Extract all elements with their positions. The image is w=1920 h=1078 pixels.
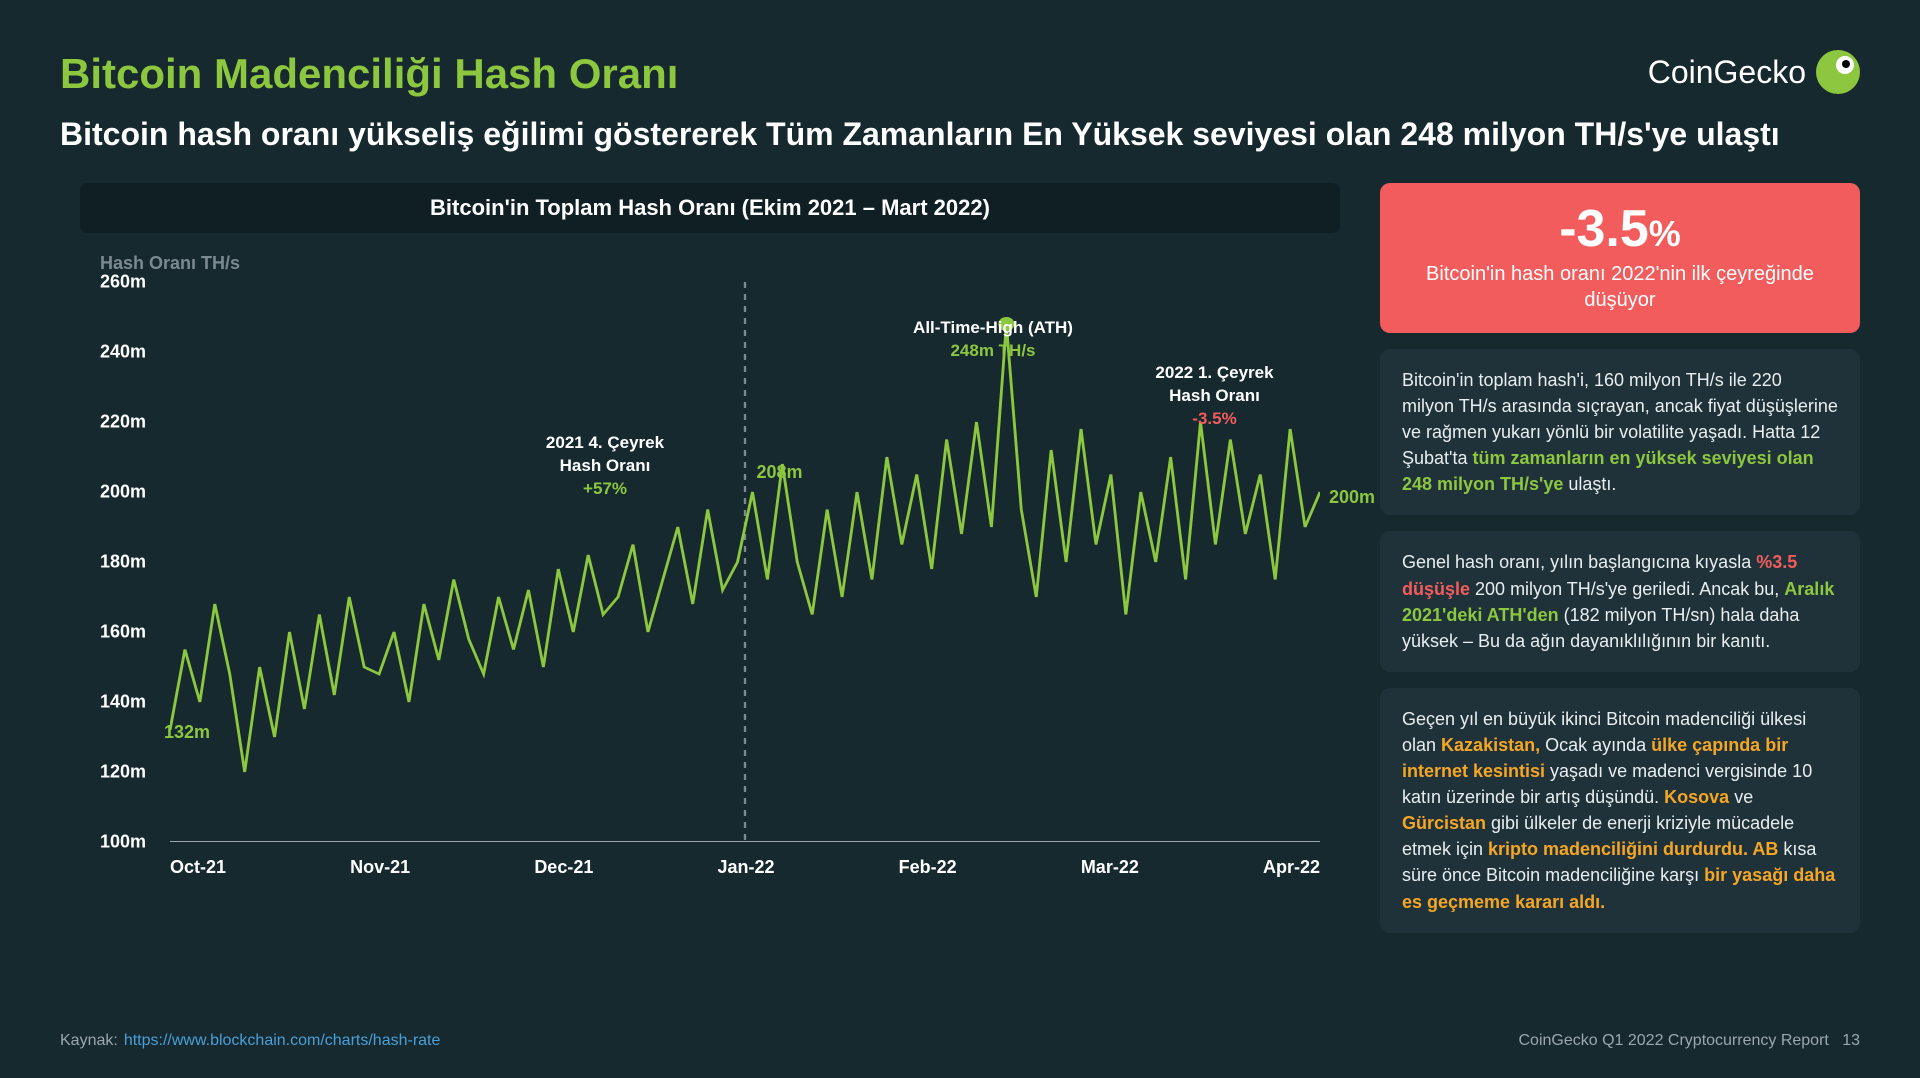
brand-logo: CoinGecko — [1648, 50, 1860, 94]
y-axis-label: Hash Oranı TH/s — [100, 253, 1340, 274]
x-tick: Feb-22 — [899, 857, 957, 878]
sidebar: -3.5% Bitcoin'in hash oranı 2022'nin ilk… — [1380, 183, 1860, 933]
source-link[interactable]: https://www.blockchain.com/charts/hash-r… — [124, 1032, 441, 1050]
y-tick: 220m — [100, 412, 146, 433]
brand-name: CoinGecko — [1648, 54, 1806, 91]
y-tick: 160m — [100, 622, 146, 643]
chart-title: Bitcoin'in Toplam Hash Oranı (Ekim 2021 … — [80, 183, 1340, 233]
chart-area: 100m120m140m160m180m200m220m240m260m 132… — [100, 282, 1340, 902]
q1-annotation: 2022 1. Çeyrek Hash Oranı -3.5% — [1125, 362, 1305, 431]
page-subtitle: Bitcoin hash oranı yükseliş eğilimi göst… — [60, 116, 1860, 153]
y-tick: 100m — [100, 832, 146, 853]
x-tick: Dec-21 — [534, 857, 593, 878]
page-title: Bitcoin Madenciliği Hash Oranı — [60, 50, 678, 98]
x-tick: Oct-21 — [170, 857, 226, 878]
ath-annotation: All-Time-High (ATH) 248m TH/s — [883, 317, 1103, 363]
info-box-1: Bitcoin'in toplam hash'i, 160 milyon TH/… — [1380, 349, 1860, 515]
stat-caption: Bitcoin'in hash oranı 2022'nin ilk çeyre… — [1404, 261, 1836, 313]
gecko-icon — [1816, 50, 1860, 94]
x-tick: Jan-22 — [717, 857, 774, 878]
y-tick: 240m — [100, 342, 146, 363]
y-tick: 200m — [100, 482, 146, 503]
jan-peak-label: 208m — [757, 462, 803, 483]
end-value-label: 200m — [1329, 487, 1375, 508]
x-tick: Mar-22 — [1081, 857, 1139, 878]
y-tick: 140m — [100, 692, 146, 713]
report-label: CoinGecko Q1 2022 Cryptocurrency Report … — [1518, 1032, 1860, 1050]
y-tick: 120m — [100, 762, 146, 783]
q4-annotation: 2021 4. Çeyrek Hash Oranı +57% — [515, 432, 695, 501]
y-tick: 180m — [100, 552, 146, 573]
chart-panel: Bitcoin'in Toplam Hash Oranı (Ekim 2021 … — [60, 183, 1360, 933]
info-box-3: Geçen yıl en büyük ikinci Bitcoin madenc… — [1380, 688, 1860, 933]
info-box-2: Genel hash oranı, yılın başlangıcına kıy… — [1380, 531, 1860, 671]
stat-value: -3.5% — [1404, 203, 1836, 255]
source: Kaynak: https://www.blockchain.com/chart… — [60, 1032, 440, 1050]
x-tick: Apr-22 — [1263, 857, 1320, 878]
footer: Kaynak: https://www.blockchain.com/chart… — [60, 1032, 1860, 1050]
x-tick: Nov-21 — [350, 857, 410, 878]
y-tick: 260m — [100, 272, 146, 293]
stat-box: -3.5% Bitcoin'in hash oranı 2022'nin ilk… — [1380, 183, 1860, 333]
start-value-label: 132m — [164, 722, 210, 743]
